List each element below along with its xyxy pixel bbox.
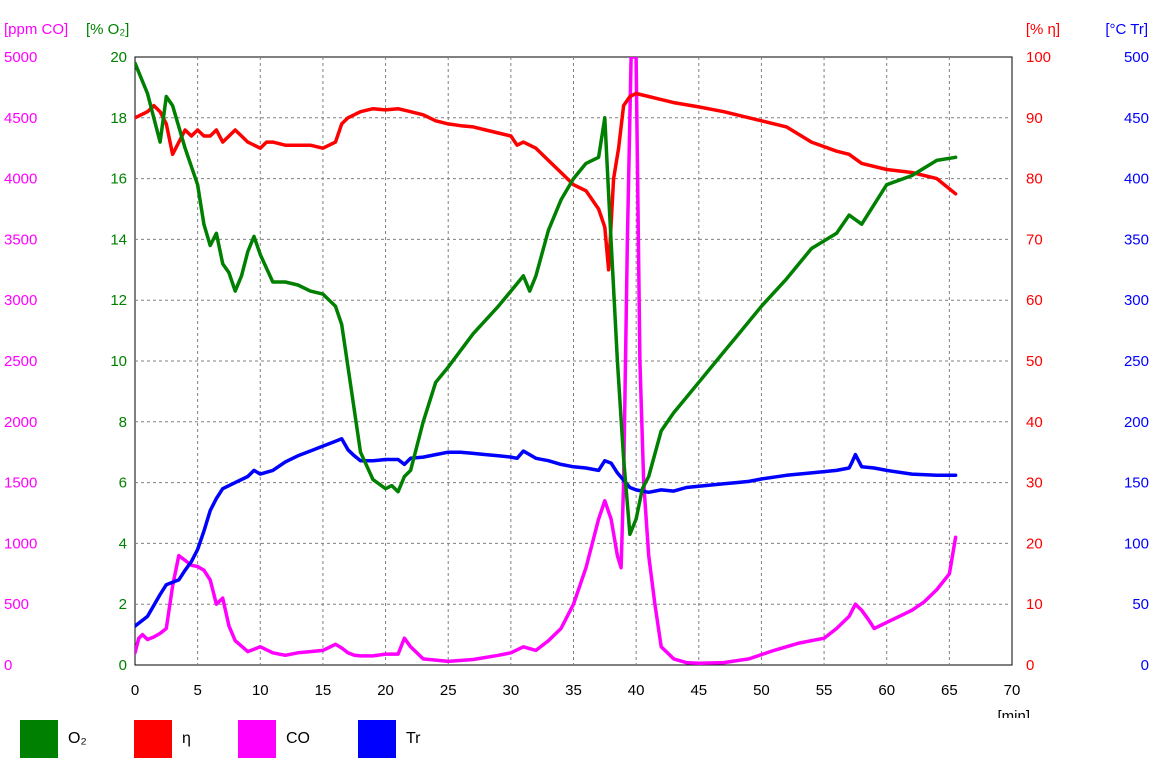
x-tick-label: 70 — [1004, 682, 1021, 699]
series-group — [135, 57, 958, 665]
co-tick-label: 5000 — [4, 49, 37, 66]
tr-tick-label: 200 — [1124, 414, 1149, 431]
eta-tick-label: 70 — [1026, 231, 1043, 248]
legend-label-o2: O₂ — [68, 730, 87, 747]
x-tick-label: 45 — [690, 682, 707, 699]
co-axis-label: [ppm CO] — [4, 21, 68, 38]
co-tick-label: 500 — [4, 596, 29, 613]
o2-tick-label: 16 — [110, 171, 127, 188]
x-tick-label: 25 — [440, 682, 457, 699]
legend-label-tr: Tr — [406, 730, 421, 747]
eta-axis-label: [% η] — [1026, 21, 1060, 38]
tr-tick-label: 0 — [1141, 657, 1149, 674]
tr-tick-label: 350 — [1124, 231, 1149, 248]
co-tick-label: 0 — [4, 657, 12, 674]
co-tick-label: 4500 — [4, 110, 37, 127]
x-unit-label: [min] — [997, 708, 1030, 718]
x-tick-label: 35 — [565, 682, 582, 699]
co-tick-label: 3500 — [4, 231, 37, 248]
tr-tick-label: 400 — [1124, 171, 1149, 188]
eta-tick-label: 100 — [1026, 49, 1051, 66]
tr-tick-label: 250 — [1124, 353, 1149, 370]
co-tick-label: 3000 — [4, 292, 37, 309]
legend-label-co: CO — [286, 730, 310, 747]
co-tick-label: 2500 — [4, 353, 37, 370]
x-tick-label: 50 — [753, 682, 770, 699]
tr-tick-label: 300 — [1124, 292, 1149, 309]
legend-swatch-co — [238, 720, 276, 758]
tr-tick-label: 150 — [1124, 475, 1149, 492]
eta-tick-label: 30 — [1026, 475, 1043, 492]
tr-tick-label: 100 — [1124, 535, 1149, 552]
x-tick-label: 40 — [628, 682, 645, 699]
series-line-eta — [135, 91, 958, 272]
chart: 0 5 10 15 20 25 30 35 40 45 50 55 60 65 70050010001500… — [4, 21, 1149, 718]
co-tick-label: 4000 — [4, 171, 37, 188]
eta-tick-label: 0 — [1026, 657, 1034, 674]
x-tick-label: 10 — [252, 682, 269, 699]
o2-tick-label: 6 — [119, 475, 127, 492]
legend-swatch-tr — [358, 720, 396, 758]
eta-tick-label: 50 — [1026, 353, 1043, 370]
eta-tick-label: 80 — [1026, 171, 1043, 188]
tr-axis-label: [°C Tr] — [1105, 21, 1148, 38]
eta-tick-label: 10 — [1026, 596, 1043, 613]
legend: O₂ η CO Tr — [0, 718, 1152, 768]
tr-tick-label: 500 — [1124, 49, 1149, 66]
o2-tick-label: 8 — [119, 414, 127, 431]
series-line-o2 — [135, 61, 958, 537]
o2-tick-label: 2 — [119, 596, 127, 613]
eta-tick-label: 20 — [1026, 535, 1043, 552]
o2-tick-label: 12 — [110, 292, 127, 309]
o2-axis-label: [% O₂] — [86, 21, 129, 38]
tr-tick-label: 50 — [1132, 596, 1149, 613]
x-tick-label: 20 — [377, 682, 394, 699]
eta-tick-label: 40 — [1026, 414, 1043, 431]
o2-tick-label: 14 — [110, 231, 127, 248]
tr-tick-label: 450 — [1124, 110, 1149, 127]
x-tick-label: 0 — [131, 682, 139, 699]
legend-label-eta: η — [182, 730, 191, 747]
x-tick-label: 30 — [503, 682, 520, 699]
o2-tick-label: 18 — [110, 110, 127, 127]
x-tick-label: 60 — [878, 682, 895, 699]
co-tick-label: 2000 — [4, 414, 37, 431]
x-tick-label: 15 — [315, 682, 332, 699]
co-tick-label: 1000 — [4, 535, 37, 552]
eta-tick-label: 90 — [1026, 110, 1043, 127]
co-tick-label: 1500 — [4, 475, 37, 492]
series-line-tr — [135, 437, 958, 628]
o2-tick-label: 20 — [110, 49, 127, 66]
x-tick-label: 5 — [193, 682, 201, 699]
legend-swatch-eta — [134, 720, 172, 758]
axis-labels: 0 5 10 15 20 25 30 35 40 45 50 55 60 65 70050010001500… — [4, 49, 1149, 699]
o2-tick-label: 10 — [110, 353, 127, 370]
eta-tick-label: 60 — [1026, 292, 1043, 309]
x-tick-label: 65 — [941, 682, 958, 699]
o2-tick-label: 4 — [119, 535, 127, 552]
x-tick-label: 55 — [816, 682, 833, 699]
o2-tick-label: 0 — [119, 657, 127, 674]
series-line-co — [135, 57, 958, 665]
legend-swatch-o2 — [20, 720, 58, 758]
